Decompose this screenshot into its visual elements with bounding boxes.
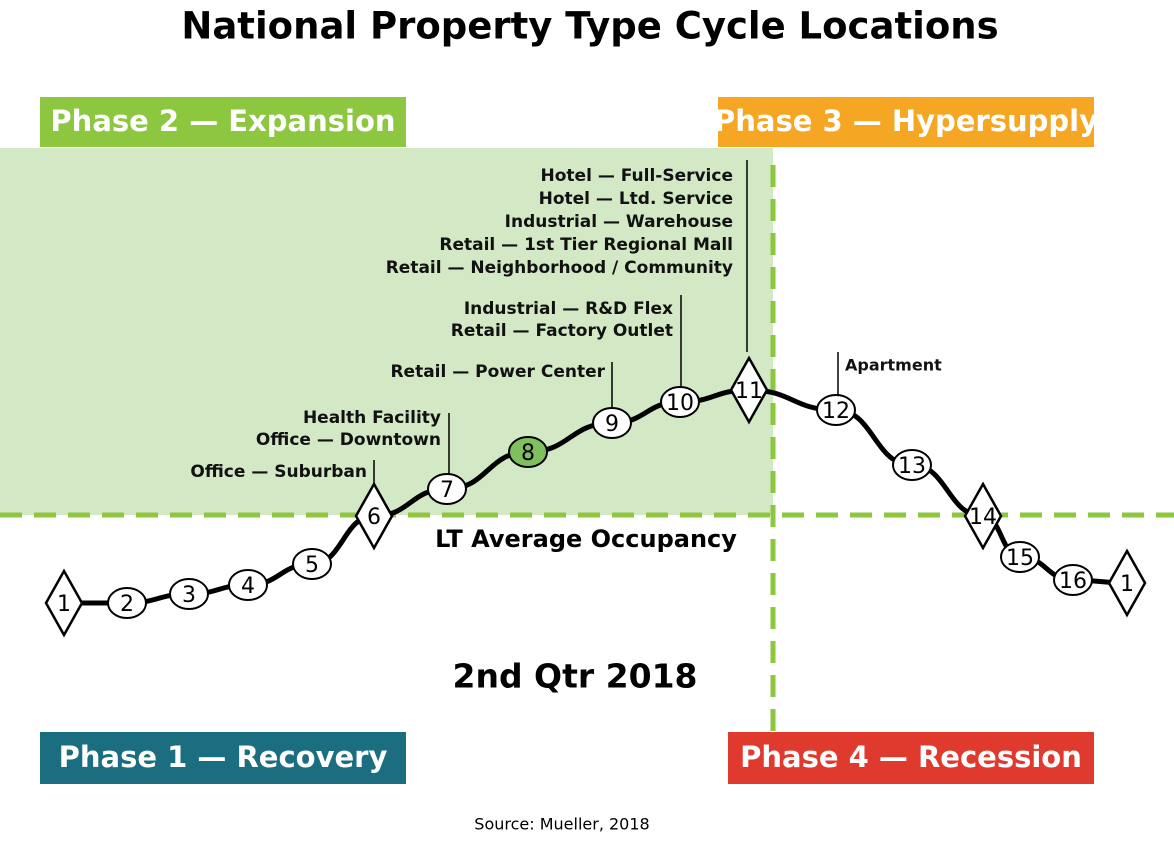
node-label: 7 [440,478,454,503]
property-type-label: Hotel — Full-Service [541,166,733,186]
node-label: 14 [969,505,997,530]
node-label: 6 [367,505,381,530]
diamond-node [963,481,1003,551]
phase-box [40,97,406,147]
property-type-label: Retail — Neighborhood / Community [386,258,733,278]
phase-label: Phase 4 — Recession [740,740,1082,774]
circle-node [592,407,632,439]
property-type-label: Hotel — Ltd. Service [539,189,733,209]
circle-node [107,587,147,619]
property-type-label: Office — Downtown [256,430,441,450]
circle-node [1053,564,1093,596]
diamond-node [729,355,769,425]
node-label: 15 [1006,546,1034,571]
circle-node [1000,541,1040,573]
circle-node [169,578,209,610]
diamond-node [1107,548,1147,618]
circle-node [508,436,548,468]
node-label: 10 [666,391,694,416]
expansion-zone [0,148,773,515]
node-label: 8 [521,441,535,466]
period: 2nd Qtr 2018 [452,657,697,696]
phase-label: Phase 3 — Hypersupply [714,104,1098,138]
node-label: 3 [182,583,196,608]
node-label: 16 [1059,569,1087,594]
property-type-label: Apartment [845,356,942,375]
circle-node [892,449,932,481]
property-type-label: Industrial — R&D Flex [464,299,673,319]
diamond-node [44,568,84,638]
node-label: 1 [1120,572,1134,597]
circle-node [228,569,268,601]
node-label: 5 [305,553,319,578]
circle-node [816,394,856,426]
diamond-node [354,481,394,551]
reference-label: LT Average Occupancy [435,525,737,553]
node-label: 2 [120,592,134,617]
node-label: 9 [605,412,619,437]
circle-node [292,548,332,580]
source: Source: Mueller, 2018 [474,815,649,834]
phase-label: Phase 2 — Expansion [50,104,395,138]
phase-box [718,97,1094,147]
phase-box [728,732,1094,784]
circle-node [660,386,700,418]
node-label: 12 [822,399,850,424]
node-label: 4 [241,574,255,599]
node-label: 1 [57,592,71,617]
property-type-label: Industrial — Warehouse [505,212,733,232]
node-label: 11 [735,379,763,404]
title: National Property Type Cycle Locations [181,5,998,48]
node-label: 13 [898,454,926,479]
phase-label: Phase 1 — Recovery [59,740,388,774]
property-type-label: Retail — 1st Tier Regional Mall [439,235,733,255]
phase-box [40,732,406,784]
property-type-label: Office — Suburban [190,462,367,482]
circle-node [427,473,467,505]
property-type-label: Retail — Power Center [390,362,605,382]
property-type-label: Retail — Factory Outlet [451,321,673,341]
property-type-label: Health Facility [303,408,441,428]
